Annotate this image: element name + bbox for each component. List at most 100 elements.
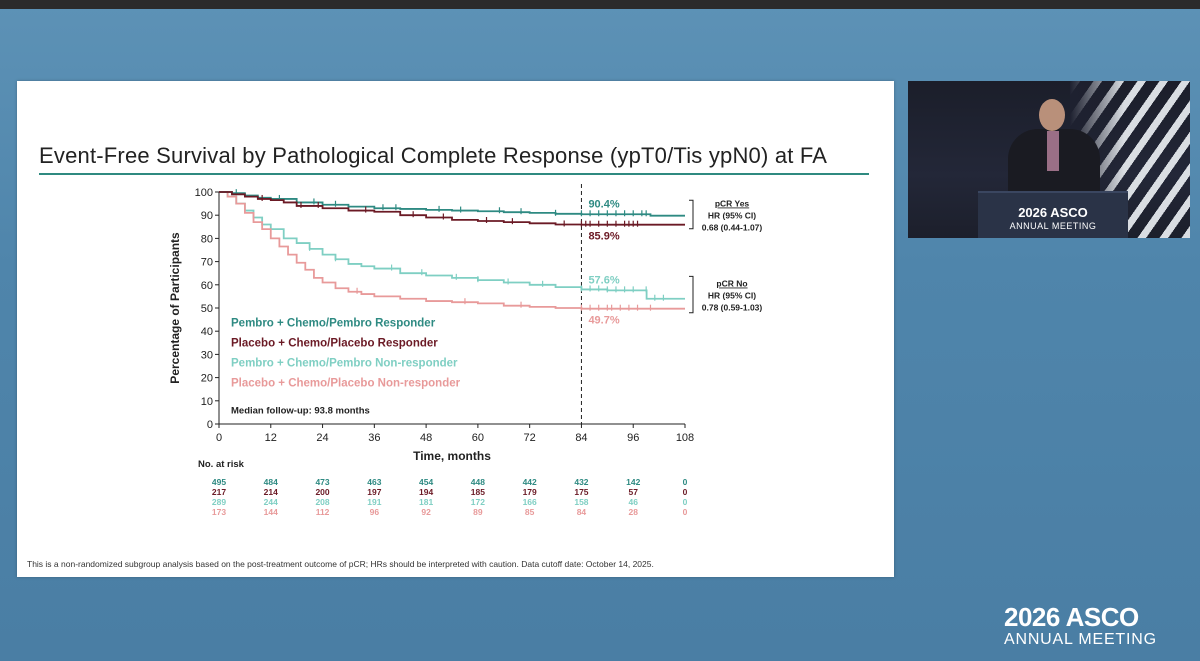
y-axis-label: Percentage of Participants [168,232,182,384]
at-risk-value: 289 [212,497,226,507]
hr-heading: pCR Yes [715,198,750,208]
y-tick-label: 30 [201,349,213,361]
legend-entry: Placebo + Chemo/Placebo Non-responder [231,378,461,390]
footnote: This is a non-randomized subgroup analys… [27,559,654,569]
at-risk-value: 181 [419,497,433,507]
speaker-video: 2026 ASCO ANNUAL MEETING [908,81,1190,238]
at-risk-value: 463 [367,477,381,487]
end-value-label: 90.4% [588,198,619,210]
hr-bracket [689,275,694,314]
at-risk-value: 112 [316,507,330,517]
y-tick-label: 60 [201,280,213,292]
hr-heading: pCR No [716,279,747,289]
y-tick-label: 80 [201,233,213,245]
at-risk-value: 442 [523,477,537,487]
x-tick-label: 108 [676,432,694,444]
podium: 2026 ASCO ANNUAL MEETING [978,191,1128,238]
at-risk-value: 84 [577,507,587,517]
at-risk-value: 214 [264,487,278,497]
title-rule [39,173,869,175]
at-risk-value: 432 [574,477,588,487]
y-tick-label: 10 [201,396,213,408]
at-risk-value: 57 [628,487,638,497]
y-tick-label: 100 [195,187,213,199]
y-tick-label: 0 [207,419,213,431]
at-risk-value: 0 [683,497,688,507]
at-risk-value: 46 [628,497,638,507]
at-risk-value: 172 [471,497,485,507]
legend-entry: Pembro + Chemo/Pembro Non-responder [231,358,458,370]
at-risk-heading: No. at risk [198,459,245,470]
at-risk-value: 473 [315,477,329,487]
at-risk-value: 448 [471,477,485,487]
at-risk-value: 217 [212,487,226,497]
at-risk-value: 89 [473,507,483,517]
y-tick-label: 70 [201,257,213,269]
asco-brand-logo: 2026 ASCO ANNUAL MEETING [1004,602,1157,649]
hr-bracket [689,199,694,230]
at-risk-value: 495 [212,477,226,487]
end-value-label: 57.6% [588,274,619,286]
at-risk-value: 166 [523,497,537,507]
speaker-head [1039,99,1065,131]
hr-label: HR (95% CI) [708,291,756,301]
at-risk-value: 158 [574,497,588,507]
median-followup: Median follow-up: 93.8 months [231,405,370,416]
x-tick-label: 60 [472,432,484,444]
at-risk-value: 197 [367,487,381,497]
at-risk-value: 244 [264,497,278,507]
at-risk-value: 175 [574,487,588,497]
at-risk-value: 92 [421,507,431,517]
podium-subtitle: ANNUAL MEETING [1009,221,1097,231]
slide-title: Event-Free Survival by Pathological Comp… [39,143,828,168]
x-tick-label: 84 [575,432,587,444]
brand-year: 2026 ASCO [1004,602,1139,632]
at-risk-value: 142 [626,477,640,487]
at-risk-value: 454 [419,477,433,487]
at-risk-value: 208 [315,497,329,507]
x-tick-label: 12 [265,432,277,444]
at-risk-value: 484 [264,477,278,487]
legend-entry: Placebo + Chemo/Placebo Responder [231,338,438,350]
at-risk-value: 96 [370,507,380,517]
at-risk-value: 185 [471,487,485,497]
x-tick-label: 0 [216,432,222,444]
legend-entry: Pembro + Chemo/Pembro Responder [231,318,436,330]
at-risk-value: 0 [683,507,688,517]
at-risk-value: 179 [523,487,537,497]
presentation-slide: Event-Free Survival by Pathological Comp… [17,81,894,577]
y-tick-label: 20 [201,373,213,385]
x-tick-label: 96 [627,432,639,444]
at-risk-value: 194 [419,487,433,497]
hr-value: 0.78 (0.59-1.03) [702,303,763,313]
at-risk-value: 191 [367,497,381,507]
at-risk-value: 0 [683,487,688,497]
y-tick-label: 40 [201,326,213,338]
top-bar [0,0,1200,9]
x-axis-label: Time, months [413,449,491,463]
at-risk-value: 144 [264,507,278,517]
hr-label: HR (95% CI) [708,210,756,220]
end-value-label: 49.7% [588,315,619,327]
hr-value: 0.68 (0.44-1.07) [702,222,763,232]
x-tick-label: 72 [524,432,536,444]
y-tick-label: 90 [201,210,213,222]
y-tick-label: 50 [201,303,213,315]
x-tick-label: 48 [420,432,432,444]
at-risk-value: 28 [628,507,638,517]
km-curve [219,191,685,226]
end-value-label: 85.9% [588,231,619,243]
brand-subtitle: ANNUAL MEETING [1004,631,1157,648]
km-curve [219,191,685,300]
at-risk-value: 200 [315,487,329,497]
at-risk-value: 85 [525,507,535,517]
at-risk-value: 173 [212,507,226,517]
podium-brand: 2026 ASCO [1018,205,1088,220]
x-tick-label: 24 [316,432,328,444]
x-tick-label: 36 [368,432,380,444]
km-curve [219,191,685,217]
km-curve [219,191,685,310]
speaker-tie [1047,131,1059,171]
at-risk-value: 0 [683,477,688,487]
